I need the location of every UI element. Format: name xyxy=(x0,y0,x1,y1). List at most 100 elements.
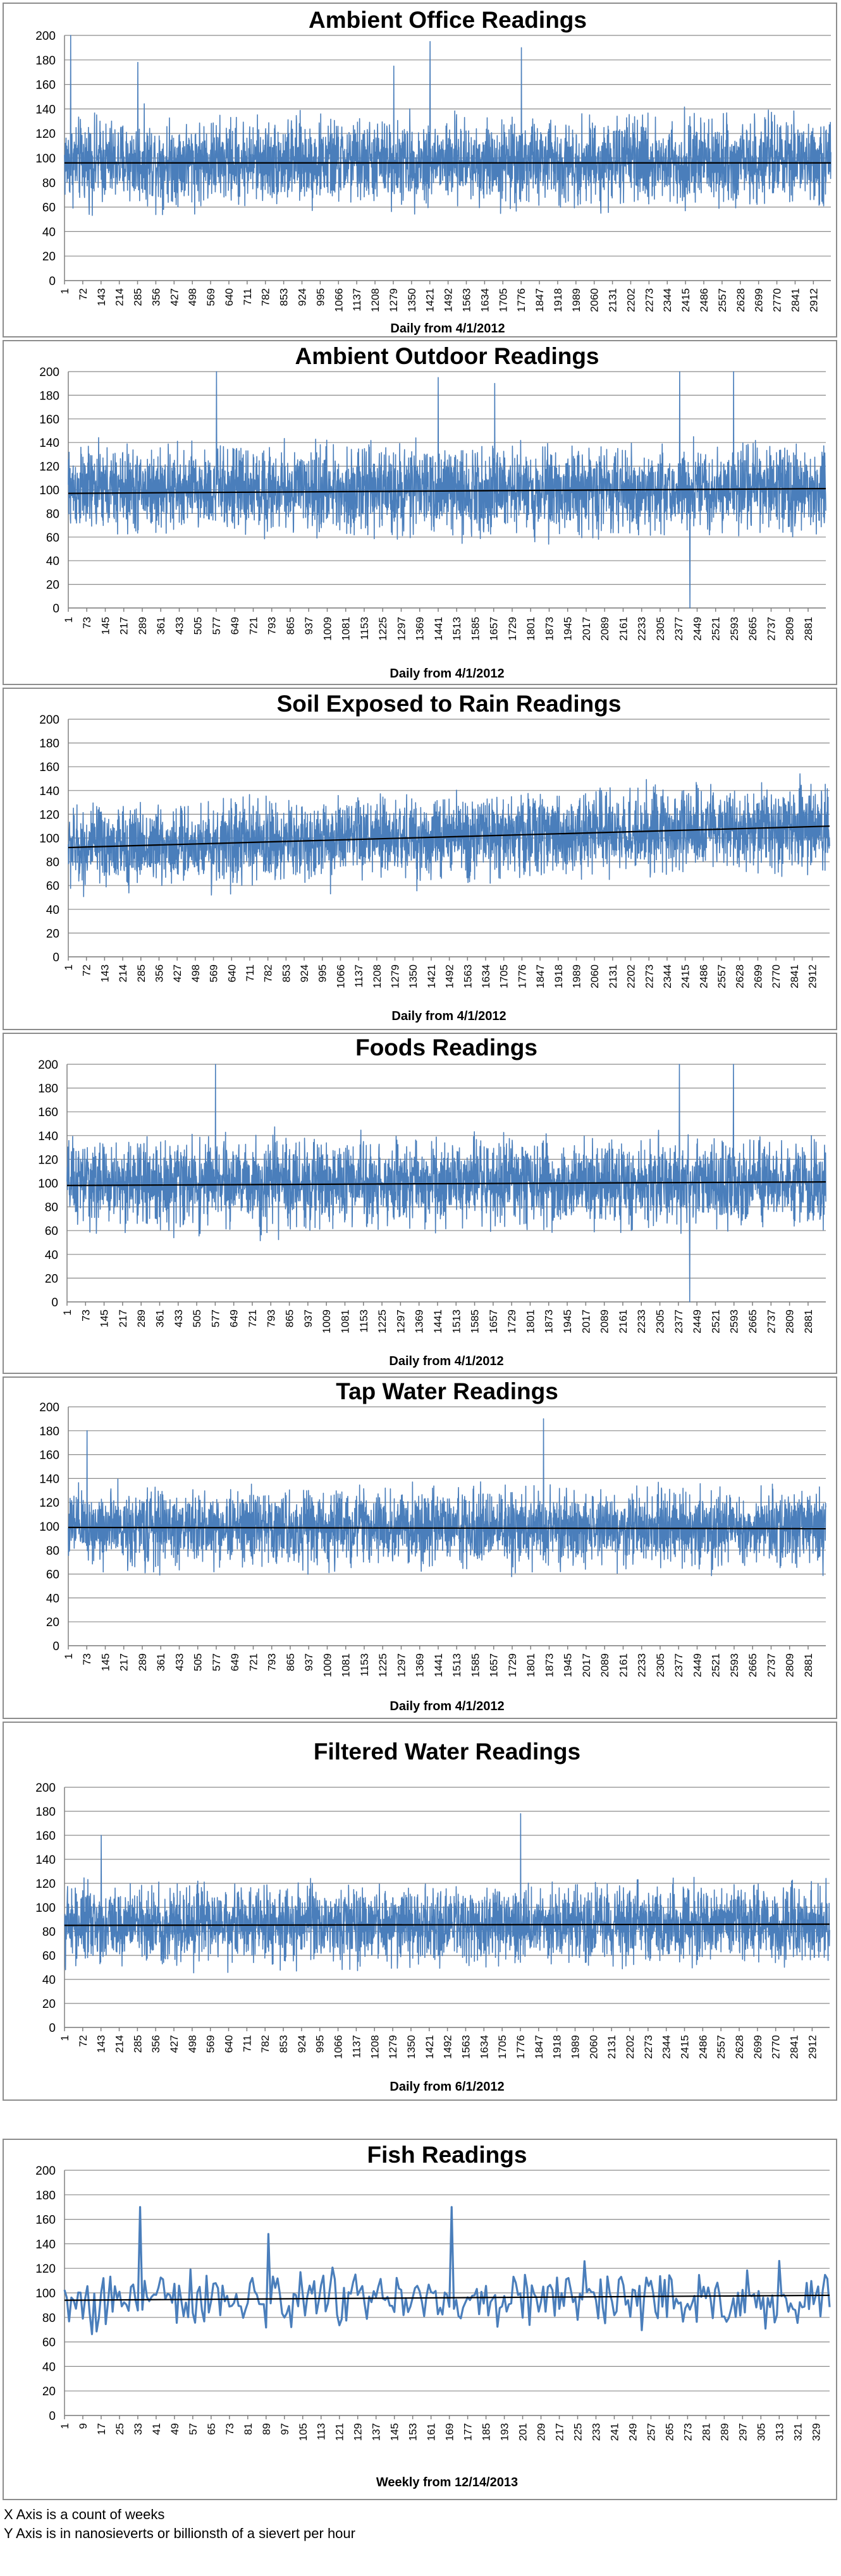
x-tick-label: 1350 xyxy=(405,2035,417,2059)
x-tick-label: 356 xyxy=(150,2035,162,2053)
y-tick-label: 20 xyxy=(46,1616,59,1629)
x-tick-label: 73 xyxy=(80,1309,92,1321)
x-tick-label: 1918 xyxy=(551,2035,563,2059)
x-tick-label: 285 xyxy=(135,964,147,982)
x-tick-label: 1137 xyxy=(351,288,363,312)
x-tick-label: 1081 xyxy=(340,1653,352,1677)
x-tick-label: 2415 xyxy=(679,2035,691,2059)
x-tick-label: 2305 xyxy=(654,1309,666,1334)
y-tick-label: 100 xyxy=(39,832,59,846)
x-tick-label: 201 xyxy=(517,2423,529,2441)
y-tick-label: 20 xyxy=(42,1998,56,2011)
x-tick-label: 2017 xyxy=(580,1309,592,1334)
x-tick-label: 2377 xyxy=(673,617,685,641)
x-tick-label: 1634 xyxy=(479,288,491,312)
x-tick-label: 1421 xyxy=(424,288,436,312)
x-tick-label: 1492 xyxy=(444,964,456,988)
x-tick-label: 2377 xyxy=(673,1309,685,1334)
x-tick-label: 427 xyxy=(168,288,180,306)
x-tick-label: 1081 xyxy=(339,1309,351,1334)
x-tick-label: 361 xyxy=(155,617,167,635)
x-tick-label: 721 xyxy=(247,1653,259,1671)
x-tick-label: 640 xyxy=(223,288,235,306)
x-tick-label: 2089 xyxy=(599,1653,611,1677)
x-tick-label: 2521 xyxy=(710,1653,722,1677)
x-tick-label: 1279 xyxy=(390,964,402,988)
x-tick-label: 214 xyxy=(114,288,126,306)
y-tick-label: 180 xyxy=(35,2189,56,2202)
y-tick-label: 200 xyxy=(39,714,59,727)
chart-ambient-office: Ambient Office Readings 0 20 40 60 80 100 120 14… xyxy=(3,3,837,337)
x-tick-label: 865 xyxy=(285,617,297,635)
x-tick-label: 2060 xyxy=(589,964,601,988)
y-tick-label: 0 xyxy=(52,602,59,616)
x-tick-label: 711 xyxy=(244,964,256,981)
x-tick-label: 1989 xyxy=(570,288,582,312)
y-tick-label: 20 xyxy=(42,2385,56,2398)
x-tick-label: 285 xyxy=(132,288,144,306)
x-tick-label: 2233 xyxy=(636,617,648,641)
x-tick-label: 995 xyxy=(314,2035,326,2053)
x-tick-label: 2628 xyxy=(734,964,746,988)
x-tick-label: 217 xyxy=(554,2423,566,2441)
x-tick-label: 1350 xyxy=(406,288,418,312)
x-tick-label: 1369 xyxy=(414,1653,426,1677)
x-tick-label: 289 xyxy=(718,2423,730,2441)
y-tick-label: 180 xyxy=(35,1806,56,1819)
x-tick-label: 265 xyxy=(663,2423,675,2441)
x-tick-label: 1801 xyxy=(525,617,537,641)
chart-svg: Ambient Outdoor Readings0204060801001201… xyxy=(39,343,826,681)
y-tick-label: 0 xyxy=(51,1296,58,1309)
x-tick-label: 569 xyxy=(208,964,220,982)
x-tick-label: 1009 xyxy=(321,1309,333,1334)
x-tick-label: 289 xyxy=(137,1653,149,1671)
y-tick-label: 80 xyxy=(46,1545,59,1558)
x-tick-label: 1225 xyxy=(377,1653,389,1677)
x-tick-label: 1066 xyxy=(335,964,347,988)
y-tick-label: 160 xyxy=(35,2214,56,2227)
x-tick-label: 1563 xyxy=(460,288,472,312)
x-tick-label: 1 xyxy=(59,288,71,294)
x-tick-label: 89 xyxy=(261,2423,273,2435)
x-tick-label: 505 xyxy=(192,617,204,635)
x-tick-label: 2737 xyxy=(765,1309,777,1334)
y-tick-label: 40 xyxy=(45,1249,58,1262)
x-tick-label: 217 xyxy=(118,1653,130,1671)
x-tick-label: 1873 xyxy=(543,1309,555,1334)
y-tick-label: 200 xyxy=(35,30,56,43)
x-tick-label: 217 xyxy=(118,617,130,635)
x-tick-label: 649 xyxy=(229,617,241,635)
x-tick-label: 1657 xyxy=(488,617,500,641)
x-tick-label: 143 xyxy=(95,2035,107,2053)
y-tick-label: 20 xyxy=(46,579,59,592)
x-tick-label: 1634 xyxy=(478,2035,490,2059)
y-tick-label: 0 xyxy=(52,1640,59,1653)
y-tick-label: 140 xyxy=(35,2238,56,2251)
x-tick-label: 433 xyxy=(173,617,185,635)
x-tick-label: 1 xyxy=(59,2423,71,2429)
x-tick-label: 569 xyxy=(205,288,217,306)
x-tick-label: 505 xyxy=(192,1653,204,1671)
y-tick-label: 100 xyxy=(39,1521,59,1534)
x-tick-label: 1729 xyxy=(506,1653,519,1677)
x-tick-label: 143 xyxy=(99,964,111,982)
x-tick-label: 2593 xyxy=(728,1309,740,1334)
x-tick-label: 640 xyxy=(223,2035,235,2053)
x-tick-label: 1441 xyxy=(433,617,445,641)
chart-soil-exposed-to-rain: Soil Exposed to Rain Readings 0 20 40 60 80 10… xyxy=(3,688,837,1030)
series-line xyxy=(64,1813,830,1974)
y-tick-label: 40 xyxy=(46,904,59,917)
x-tick-label: 924 xyxy=(296,2035,308,2053)
x-tick-label: 1279 xyxy=(388,288,400,312)
x-tick-label: 1 xyxy=(63,964,75,970)
y-tick-label: 100 xyxy=(35,2287,56,2300)
x-tick-label: 2017 xyxy=(580,1653,592,1677)
series-line xyxy=(68,1418,826,1577)
x-tick-label: 1989 xyxy=(569,2035,581,2059)
x-tick-label: 2665 xyxy=(747,1653,759,1677)
y-tick-label: 80 xyxy=(42,2312,56,2325)
x-tick-label: 2699 xyxy=(752,2035,764,2059)
x-tick-label: 145 xyxy=(99,1653,111,1671)
y-tick-label: 0 xyxy=(49,275,56,288)
x-tick-label: 937 xyxy=(302,1309,314,1327)
